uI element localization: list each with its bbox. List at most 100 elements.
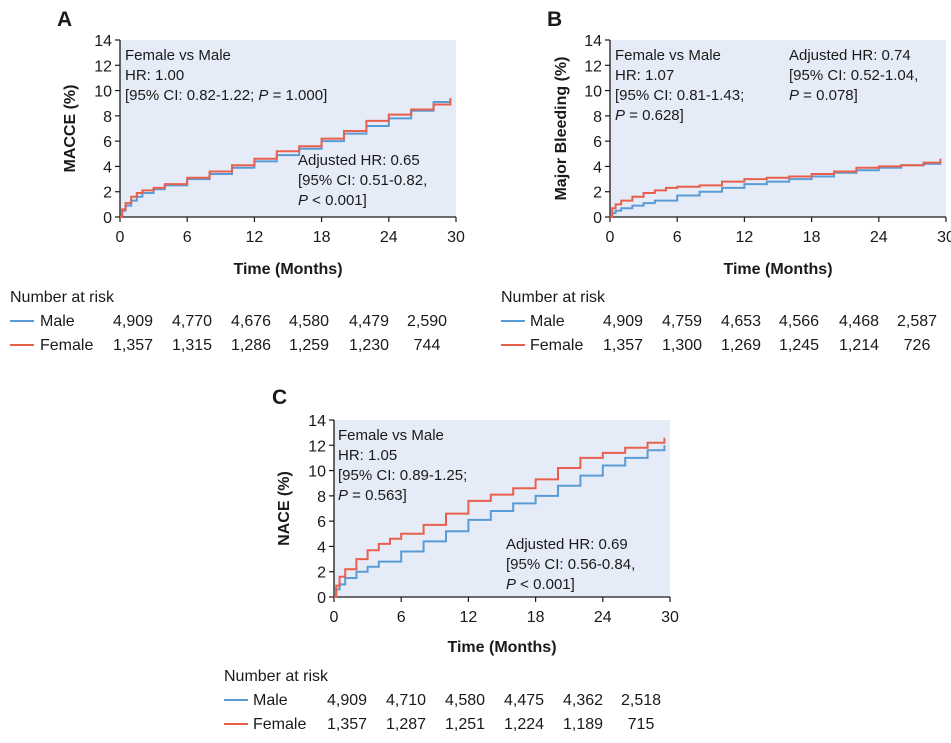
y-tick-label: 14 bbox=[308, 413, 326, 430]
adjusted-p-end: < 0.001] bbox=[516, 576, 575, 593]
y-tick-label: 4 bbox=[103, 159, 112, 176]
risk-value: 744 bbox=[414, 337, 441, 354]
risk-value: 1,245 bbox=[779, 337, 819, 354]
hr-ci: [95% CI: 0.89-1.25; bbox=[338, 467, 467, 484]
y-axis-label: Major Bleeding (%) bbox=[553, 56, 570, 200]
adjusted-p-italic: P bbox=[506, 576, 516, 593]
number-at-risk-title: Number at risk bbox=[501, 289, 606, 306]
x-tick-label: 18 bbox=[803, 229, 821, 246]
y-tick-label: 0 bbox=[593, 210, 602, 227]
panel-letter: C bbox=[272, 386, 287, 409]
y-tick-label: 8 bbox=[593, 109, 602, 126]
risk-value: 1,315 bbox=[172, 337, 212, 354]
risk-value: 1,300 bbox=[662, 337, 702, 354]
risk-value: 4,676 bbox=[231, 313, 271, 330]
x-tick-label: 24 bbox=[870, 229, 888, 246]
y-tick-label: 2 bbox=[317, 565, 326, 582]
hr-annotation: Female vs Male HR: 1.05 [95% CI: 0.89-1.25… bbox=[338, 427, 467, 504]
risk-row-label-female: Female bbox=[253, 716, 306, 733]
risk-value: 4,909 bbox=[603, 313, 643, 330]
x-tick-label: 24 bbox=[380, 229, 398, 246]
series-female-line bbox=[610, 158, 942, 218]
hr-ci-pre: [95% CI: 0.82-1.22; bbox=[125, 87, 258, 104]
y-tick-label: 2 bbox=[593, 185, 602, 202]
number-at-risk-title: Number at risk bbox=[224, 668, 329, 685]
adjusted-hr-ci: [95% CI: 0.51-0.82, bbox=[298, 172, 427, 189]
plot-area bbox=[120, 40, 456, 217]
hr-value: HR: 1.07 bbox=[615, 67, 674, 84]
risk-value: 4,710 bbox=[386, 692, 426, 709]
hr-annotation: Female vs Male HR: 1.00 [95% CI: 0.82-1.22… bbox=[125, 47, 327, 104]
y-tick-label: 8 bbox=[317, 489, 326, 506]
plot-area bbox=[334, 420, 670, 597]
x-tick-label: 0 bbox=[116, 229, 125, 246]
adjusted-hr-annotation: Adjusted HR: 0.69 [95% CI: 0.56-0.84, P < … bbox=[506, 536, 635, 593]
risk-value: 1,251 bbox=[445, 716, 485, 733]
y-tick-label: 6 bbox=[317, 514, 326, 531]
y-tick-label: 0 bbox=[317, 590, 326, 607]
risk-value: 4,653 bbox=[721, 313, 761, 330]
risk-value: 1,286 bbox=[231, 337, 271, 354]
adjusted-hr-ci: [95% CI: 0.52-1.04, bbox=[789, 67, 918, 84]
adjusted-hr-value: Adjusted HR: 0.69 bbox=[506, 536, 628, 553]
hr-title: Female vs Male bbox=[125, 47, 231, 64]
hr-annotation: Female vs Male HR: 1.07 [95% CI: 0.81-1.43… bbox=[615, 47, 744, 124]
risk-value: 1,230 bbox=[349, 337, 389, 354]
hr-value: HR: 1.00 bbox=[125, 67, 184, 84]
adjusted-hr-annotation: Adjusted HR: 0.65 [95% CI: 0.51-0.82, P < … bbox=[298, 152, 427, 209]
hr-ci: [95% CI: 0.82-1.22; P = 1.000] bbox=[125, 87, 327, 104]
hr-p-value: P = 0.628] bbox=[615, 107, 684, 124]
hr-p-value: P = 0.563] bbox=[338, 487, 407, 504]
x-tick-label: 0 bbox=[330, 609, 339, 626]
adjusted-p-italic: P bbox=[789, 87, 799, 104]
hr-value: HR: 1.05 bbox=[338, 447, 397, 464]
risk-value: 2,587 bbox=[897, 313, 937, 330]
y-tick-label: 2 bbox=[103, 185, 112, 202]
risk-row-label-female: Female bbox=[40, 337, 93, 354]
x-axis-label: Time (Months) bbox=[447, 639, 556, 656]
y-tick-label: 8 bbox=[103, 109, 112, 126]
x-tick-label: 30 bbox=[937, 229, 951, 246]
risk-value: 1,214 bbox=[839, 337, 879, 354]
number-at-risk-table: Number at risk Male 4,909 4,770 4,676 4,580 4,… bbox=[10, 289, 447, 354]
risk-value: 1,259 bbox=[289, 337, 329, 354]
x-tick-label: 6 bbox=[183, 229, 192, 246]
adjusted-hr-annotation: Adjusted HR: 0.74 [95% CI: 0.52-1.04, P = … bbox=[789, 47, 918, 104]
series-male-line bbox=[334, 445, 666, 598]
hr-p-italic: P bbox=[338, 487, 348, 504]
x-tick-label: 12 bbox=[736, 229, 754, 246]
y-tick-label: 6 bbox=[103, 134, 112, 151]
y-tick-label: 6 bbox=[593, 134, 602, 151]
x-tick-label: 30 bbox=[447, 229, 465, 246]
risk-value: 4,580 bbox=[289, 313, 329, 330]
y-axis-label: MACCE (%) bbox=[62, 85, 79, 173]
number-at-risk-table: Number at risk Male 4,909 4,710 4,580 4,475 4,… bbox=[224, 668, 661, 733]
risk-value: 4,468 bbox=[839, 313, 879, 330]
risk-value: 1,357 bbox=[113, 337, 153, 354]
risk-value: 4,770 bbox=[172, 313, 212, 330]
risk-value: 1,269 bbox=[721, 337, 761, 354]
risk-value: 4,759 bbox=[662, 313, 702, 330]
risk-value: 4,909 bbox=[113, 313, 153, 330]
risk-value: 4,362 bbox=[563, 692, 603, 709]
risk-row-label-male: Male bbox=[40, 313, 75, 330]
adjusted-p-value: P < 0.001] bbox=[506, 576, 575, 593]
risk-value: 715 bbox=[628, 716, 655, 733]
risk-row-label-male: Male bbox=[253, 692, 288, 709]
number-at-risk-table: Number at risk Male 4,909 4,759 4,653 4,566 4,… bbox=[501, 289, 937, 354]
hr-p-end: = 0.563] bbox=[348, 487, 407, 504]
hr-title: Female vs Male bbox=[338, 427, 444, 444]
risk-value: 1,357 bbox=[327, 716, 367, 733]
adjusted-p-end: = 0.078] bbox=[799, 87, 858, 104]
hr-p-italic: P bbox=[615, 107, 625, 124]
adjusted-p-end: < 0.001] bbox=[308, 192, 367, 209]
series-female-line bbox=[334, 437, 666, 598]
number-at-risk-title: Number at risk bbox=[10, 289, 115, 306]
risk-value: 4,566 bbox=[779, 313, 819, 330]
y-tick-label: 10 bbox=[584, 84, 602, 101]
panel-letter: A bbox=[57, 8, 72, 31]
y-tick-label: 10 bbox=[308, 464, 326, 481]
y-tick-label: 12 bbox=[584, 58, 602, 75]
